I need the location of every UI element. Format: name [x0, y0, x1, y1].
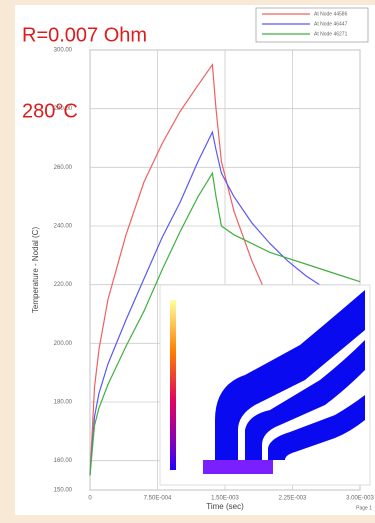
- legend: [256, 8, 368, 42]
- x-tick-label: 7.50E-004: [144, 496, 172, 502]
- x-axis-label: Time (sec): [206, 502, 244, 511]
- colorbar: [170, 300, 176, 470]
- y-axis-label: Temperature - Nodal (C): [31, 227, 40, 314]
- legend-label: At Node 46271: [314, 31, 348, 37]
- y-tick-label: 220.00: [54, 282, 73, 288]
- legend-label: At Node 46447: [314, 21, 348, 27]
- x-tick-label: 3.00E-003: [346, 496, 374, 502]
- legend-label: At Node 44586: [314, 11, 348, 17]
- y-tick-label: 300.00: [54, 48, 73, 54]
- y-tick-label: 150.00: [54, 488, 73, 494]
- inset-image: [160, 285, 370, 485]
- y-tick-label: 180.00: [54, 400, 73, 406]
- y-tick-label: 200.00: [54, 341, 73, 347]
- annotation: 280°C: [22, 100, 78, 122]
- footer: Page 1: [356, 505, 372, 511]
- y-tick-label: 160.00: [54, 458, 73, 464]
- chart: 150.00 160.00 180.00 200.00 220.00 240.00 260.…: [0, 0, 375, 523]
- annotation: R=0.007 Ohm: [22, 24, 147, 46]
- x-tick-label: 1.50E-003: [211, 496, 239, 502]
- y-tick-label: 240.00: [54, 224, 73, 230]
- y-tick-label: 260.00: [54, 165, 73, 171]
- x-tick-label: 2.25E-003: [279, 496, 307, 502]
- inset-pad: [203, 460, 273, 474]
